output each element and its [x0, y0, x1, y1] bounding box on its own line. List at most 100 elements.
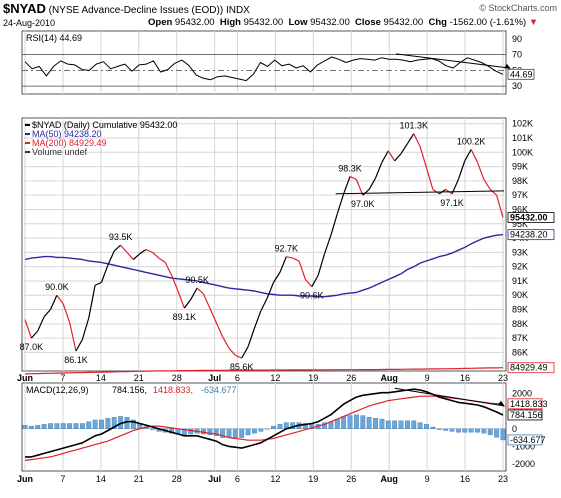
x-tick-label: 28: [172, 474, 182, 484]
x-tick-label: 6: [235, 373, 240, 383]
price-segment: [286, 256, 293, 259]
macd-value-label: 1418.833: [510, 399, 548, 409]
macd-value-label: 784.156: [510, 410, 543, 420]
low-label: Low: [288, 17, 308, 28]
price-segment: [190, 287, 198, 300]
price-segment: [394, 153, 402, 162]
price-segment: [374, 162, 383, 179]
price-annotation: 93.5K: [109, 232, 133, 242]
price-segment: [253, 310, 262, 329]
price-tick-label: 96K: [512, 204, 528, 214]
price-segment: [387, 150, 396, 162]
macd-hist-bar: [226, 428, 232, 438]
x-tick-label: 23: [498, 474, 508, 484]
price-annotation: 97.1K: [440, 198, 464, 208]
price-segment: [317, 253, 326, 276]
price-segment: [336, 193, 345, 214]
price-segment: [266, 282, 275, 299]
macd-hist-bar: [481, 428, 487, 434]
x-tick-label: Jun: [17, 474, 33, 484]
x-tick-label: 26: [346, 373, 356, 383]
high-label: High: [219, 17, 241, 28]
price-segment: [215, 322, 224, 337]
price-tick-label: 93K: [512, 247, 528, 257]
x-tick-label: 7: [60, 474, 65, 484]
price-segment: [464, 149, 472, 162]
macd-hist-bar: [430, 426, 436, 429]
macd-hist-bar: [487, 428, 493, 436]
close-value: 95432.00: [383, 17, 424, 28]
low-value: 95432.00: [310, 17, 350, 28]
price-segment: [406, 133, 415, 145]
price-segment: [75, 339, 83, 352]
x-tick-label: 6: [235, 474, 240, 484]
macd-hist-bar: [417, 422, 423, 429]
price-segment: [43, 309, 51, 318]
macd-hist-bar: [130, 419, 136, 429]
ma200-line: [24, 367, 504, 375]
macd-tick-label: 2000: [512, 389, 532, 399]
macd-value-label: -634.677: [510, 435, 546, 445]
ma50-line: [24, 234, 504, 298]
legend-price: $NYAD (Daily) Cumulative 95432.00: [32, 120, 177, 130]
stockcharts-watermark: © StockCharts.com: [479, 3, 557, 13]
price-segment: [368, 177, 377, 190]
macd-hist-bar: [67, 423, 73, 429]
macd-hist-bar: [277, 424, 283, 429]
price-segment: [489, 189, 498, 196]
price-segment: [419, 146, 428, 169]
price-segment: [470, 149, 479, 163]
macd-value-box: [507, 434, 543, 446]
macd-hist-bar: [455, 428, 461, 433]
price-segment: [81, 317, 90, 340]
macd-hist-bar: [35, 425, 41, 429]
exchange: INDX: [225, 5, 250, 16]
x-tick-label: 16: [460, 474, 470, 484]
rsi-trend-arrowhead: [504, 64, 511, 70]
x-tick-label: 12: [270, 373, 280, 383]
macd-hist-bar: [360, 415, 366, 429]
macd-hist-bar: [41, 424, 47, 429]
price-tick-label: 92K: [512, 262, 528, 272]
macd-hist-bar: [220, 428, 226, 438]
price-tick-label: 87K: [512, 333, 528, 343]
macd-hist-bar: [264, 428, 270, 430]
rsi-tick-label: 30: [512, 81, 522, 91]
x-tick-label: 16: [460, 373, 470, 383]
macd-hist-bar: [271, 425, 276, 429]
macd-hist-bar: [411, 420, 417, 429]
x-tick-label: Jun: [17, 373, 33, 383]
macd-hist-bar: [494, 428, 500, 438]
price-value-box: [507, 212, 555, 223]
price-segment: [235, 354, 242, 359]
macd-hist-bar: [500, 428, 506, 441]
price-segment: [202, 293, 211, 309]
macd-legend-macd: 784.156,: [112, 385, 147, 395]
price-tick-label: 100K: [512, 147, 533, 157]
macd-hist-bar: [347, 415, 353, 429]
price-segment: [56, 294, 64, 305]
price-segment: [476, 162, 485, 180]
price-segment: [381, 150, 389, 163]
price-segment: [496, 195, 504, 218]
macd-hist-bar: [385, 420, 391, 429]
price-segment: [330, 213, 338, 236]
macd-hist-bar: [54, 423, 60, 429]
price-trendline: [335, 190, 505, 195]
x-tick-label: Jul: [208, 474, 221, 484]
x-tick-label: 26: [346, 474, 356, 484]
rsi-tick-label: 90: [512, 34, 522, 44]
price-segment: [164, 262, 173, 276]
rsi-last-value-box: [507, 68, 535, 80]
price-tick-label: 90K: [512, 290, 528, 300]
price-segment: [355, 179, 364, 196]
rsi-line: [24, 56, 504, 82]
price-frame: [21, 117, 507, 372]
price-segment: [349, 176, 357, 181]
price-value-label: 94238.20: [510, 230, 548, 240]
macd-legend-signal: 1418.833,: [153, 385, 193, 395]
price-annotation: 98.3K: [338, 164, 362, 174]
price-segment: [145, 248, 153, 253]
